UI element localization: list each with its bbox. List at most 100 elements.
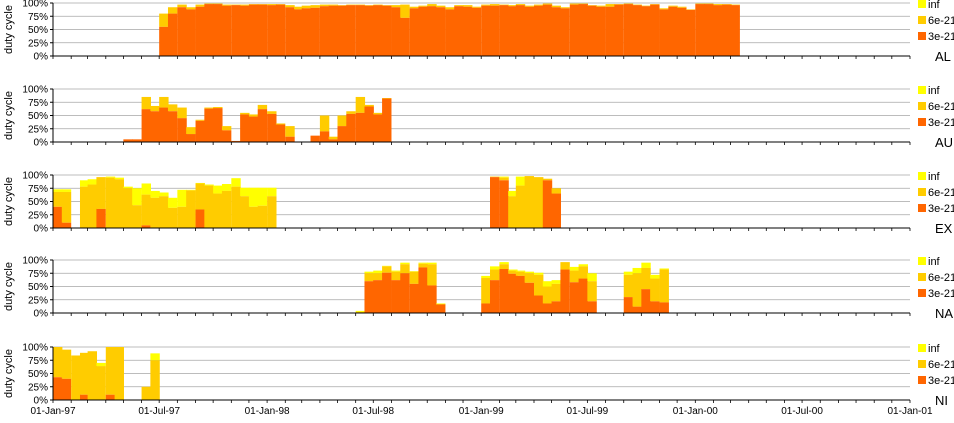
bar-6e-21 [427, 4, 437, 7]
bar-6e-21 [167, 207, 178, 228]
bar-6e-21 [328, 136, 339, 140]
bar-3e-21 [436, 7, 446, 57]
bar-inf [632, 267, 642, 274]
bar-inf [123, 186, 133, 189]
legend-label: 6e-21 [928, 187, 954, 199]
bar-6e-21 [213, 193, 223, 228]
bar-3e-21 [177, 7, 187, 57]
bar-6e-21 [364, 5, 374, 6]
bar-6e-21 [204, 185, 214, 228]
y-axis-title: duty cycle [3, 177, 15, 226]
bar-3e-21 [240, 5, 250, 56]
y-tick-label: 50% [28, 197, 48, 208]
bar-6e-21 [391, 271, 401, 281]
bar-6e-21 [186, 127, 196, 135]
bar-6e-21 [159, 13, 169, 27]
x-tick-label: 01-Jul-98 [352, 406, 394, 417]
x-tick-label: 01-Jan-00 [673, 406, 718, 417]
bar-6e-21 [257, 104, 268, 110]
x-tick-label: 01-Jul-00 [781, 406, 823, 417]
bar-3e-21 [167, 111, 178, 142]
bar-6e-21 [551, 283, 561, 302]
bar-3e-21 [713, 5, 723, 57]
bar-6e-21 [551, 5, 561, 8]
bar-inf [391, 270, 401, 272]
bar-3e-21 [319, 6, 330, 56]
bar-3e-21 [685, 9, 696, 57]
bar-6e-21 [515, 271, 526, 276]
bar-3e-21 [294, 9, 304, 56]
bar-6e-21 [71, 355, 81, 400]
bar-inf [267, 187, 277, 197]
bar-3e-21 [275, 124, 286, 142]
bar-3e-21 [650, 4, 660, 56]
bar-3e-21 [542, 303, 553, 313]
bar-3e-21 [267, 113, 277, 142]
bar-3e-21 [587, 301, 597, 313]
y-tick-label: 25% [28, 382, 48, 393]
bar-3e-21 [481, 5, 491, 56]
bar-6e-21 [605, 4, 615, 7]
bar-3e-21 [186, 134, 196, 142]
y-axis-title: duty cycle [3, 91, 15, 140]
bar-3e-21 [551, 301, 561, 313]
bar-6e-21 [382, 5, 392, 6]
bar-inf [105, 176, 116, 178]
bar-3e-21 [213, 4, 223, 56]
bar-6e-21 [87, 184, 98, 228]
bar-inf [490, 266, 500, 270]
bar-6e-21 [490, 176, 500, 178]
bar-6e-21 [53, 191, 63, 207]
bar-6e-21 [499, 177, 509, 181]
bar-3e-21 [248, 4, 259, 56]
bar-6e-21 [551, 188, 561, 194]
bar-inf [159, 192, 169, 197]
bar-3e-21 [310, 7, 320, 56]
legend-swatch-6e-21 [918, 16, 926, 24]
y-tick-label: 25% [28, 295, 48, 306]
bar-inf [650, 274, 660, 279]
bar-6e-21 [213, 107, 223, 109]
panel-na: 0% 25% 50% 75% 100% duty cycle inf 6e-21 3e-21 NA [3, 256, 954, 322]
y-axis-title: duty cycle [3, 349, 15, 398]
bar-3e-21 [596, 6, 606, 57]
bar-3e-21 [213, 108, 223, 142]
bar-inf [382, 265, 392, 267]
bar-inf [240, 187, 250, 197]
bar-6e-21 [668, 5, 678, 7]
bar-6e-21 [471, 6, 482, 8]
bar-6e-21 [364, 104, 374, 107]
y-tick-label: 75% [28, 356, 48, 367]
bar-inf [551, 280, 561, 284]
bar-inf [61, 189, 72, 192]
legend-label: 6e-21 [928, 101, 954, 113]
bar-3e-21 [542, 4, 553, 56]
bar-inf [204, 184, 214, 186]
bar-6e-21 [533, 4, 544, 6]
bar-3e-21 [427, 285, 437, 313]
bar-inf [364, 271, 374, 274]
legend-swatch-6e-21 [918, 273, 926, 281]
x-tick-label: 01-Jul-97 [138, 406, 180, 417]
bar-6e-21 [524, 5, 535, 7]
bar-3e-21 [445, 9, 455, 56]
y-tick-label: 75% [28, 184, 48, 195]
bar-6e-21 [186, 190, 196, 228]
bar-3e-21 [132, 139, 142, 142]
bar-3e-21 [61, 222, 72, 228]
bar-6e-21 [141, 96, 151, 110]
legend-label: 3e-21 [928, 288, 954, 300]
bar-6e-21 [337, 115, 347, 127]
bar-inf [481, 275, 491, 279]
bar-inf [257, 187, 268, 206]
bar-3e-21 [382, 272, 392, 313]
bar-6e-21 [695, 3, 705, 5]
bar-inf [213, 185, 223, 194]
y-tick-label: 0% [34, 396, 49, 407]
bar-6e-21 [463, 5, 473, 7]
bar-3e-21 [471, 7, 482, 56]
bar-6e-21 [355, 311, 366, 313]
bar-3e-21 [285, 136, 295, 142]
bar-inf [508, 269, 518, 271]
